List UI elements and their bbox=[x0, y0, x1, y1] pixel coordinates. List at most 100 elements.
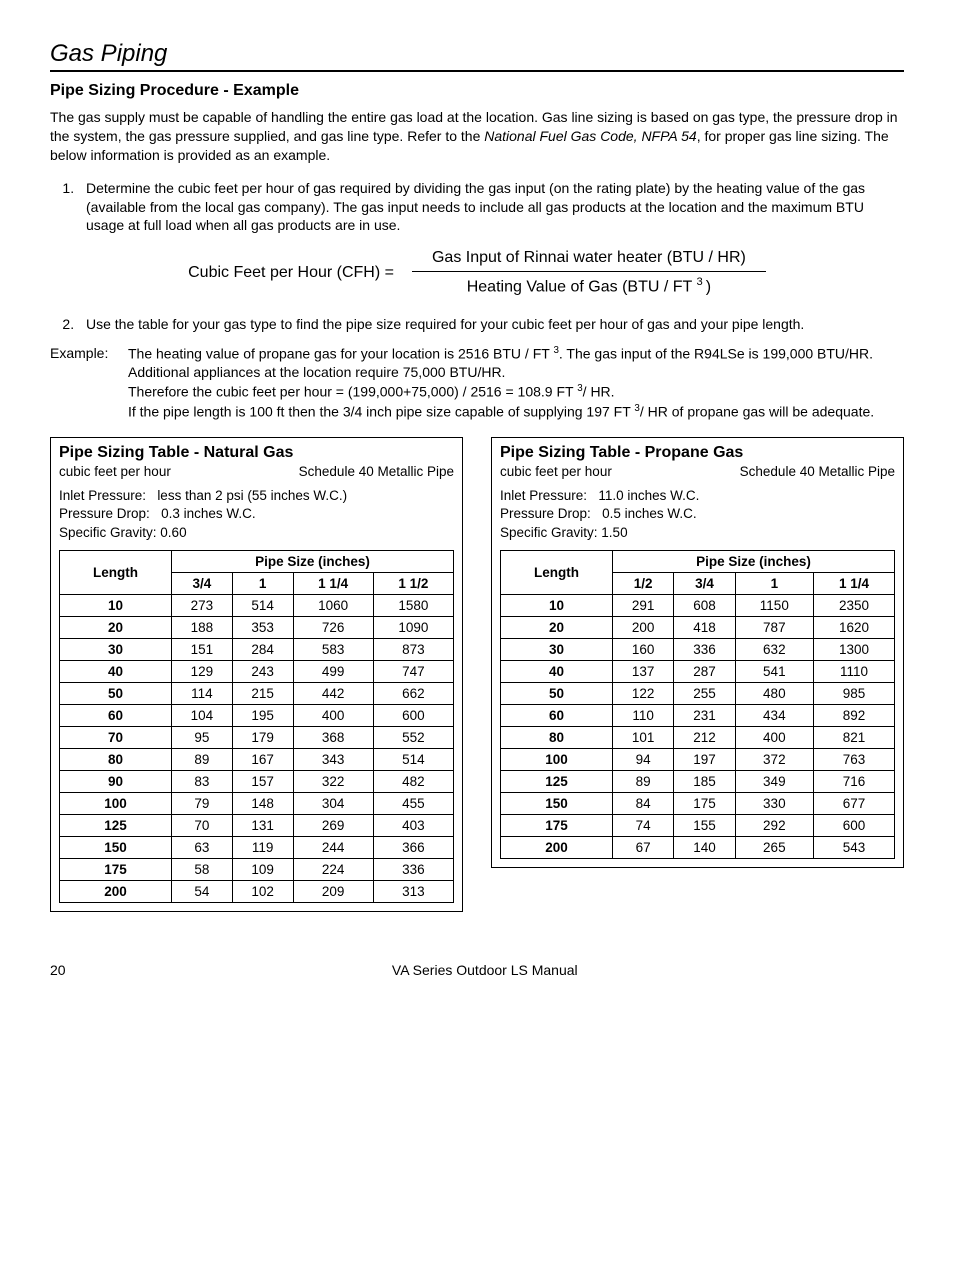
cell-value: 231 bbox=[674, 704, 735, 726]
table-row: 12589185349716 bbox=[501, 770, 895, 792]
cell-value: 541 bbox=[735, 660, 813, 682]
natural-drop-value: 0.3 inches W.C. bbox=[161, 506, 256, 521]
cell-value: 83 bbox=[172, 770, 233, 792]
cell-length: 125 bbox=[60, 814, 172, 836]
table-row: 50122255480985 bbox=[501, 682, 895, 704]
col-size: 1 1/4 bbox=[293, 572, 373, 594]
cell-value: 873 bbox=[373, 638, 453, 660]
cell-value: 122 bbox=[613, 682, 674, 704]
cell-value: 552 bbox=[373, 726, 453, 748]
propane-inlet-label: Inlet Pressure: bbox=[500, 488, 587, 503]
propane-sg-label: Specific Gravity: bbox=[500, 525, 598, 540]
cell-length: 125 bbox=[501, 770, 613, 792]
table-row: 201883537261090 bbox=[60, 616, 454, 638]
cell-value: 255 bbox=[674, 682, 735, 704]
cell-value: 215 bbox=[232, 682, 293, 704]
table-row: 7095179368552 bbox=[60, 726, 454, 748]
natural-table: LengthPipe Size (inches)3/411 1/41 1/210… bbox=[59, 550, 454, 903]
cell-value: 244 bbox=[293, 836, 373, 858]
cell-value: 63 bbox=[172, 836, 233, 858]
table-row: 1029160811502350 bbox=[501, 594, 895, 616]
cell-value: 726 bbox=[293, 616, 373, 638]
cell-value: 353 bbox=[232, 616, 293, 638]
cell-value: 179 bbox=[232, 726, 293, 748]
cell-value: 209 bbox=[293, 880, 373, 902]
cell-value: 1110 bbox=[813, 660, 894, 682]
cell-length: 10 bbox=[501, 594, 613, 616]
formula: Cubic Feet per Hour (CFH) = Gas Input of… bbox=[50, 249, 904, 296]
cell-value: 514 bbox=[373, 748, 453, 770]
cell-length: 175 bbox=[60, 858, 172, 880]
table-row: 15084175330677 bbox=[501, 792, 895, 814]
table-row: 30151284583873 bbox=[60, 638, 454, 660]
col-size: 1 bbox=[232, 572, 293, 594]
cell-value: 1580 bbox=[373, 594, 453, 616]
formula-denominator: Heating Value of Gas (BTU / FT 3 ) bbox=[412, 272, 766, 296]
cell-value: 330 bbox=[735, 792, 813, 814]
cell-value: 175 bbox=[674, 792, 735, 814]
cell-value: 188 bbox=[172, 616, 233, 638]
cell-value: 67 bbox=[613, 836, 674, 858]
table-row: 20067140265543 bbox=[501, 836, 895, 858]
cell-value: 632 bbox=[735, 638, 813, 660]
cell-value: 102 bbox=[232, 880, 293, 902]
propane-unit: cubic feet per hour bbox=[500, 464, 612, 479]
table-row: 401372875411110 bbox=[501, 660, 895, 682]
cell-value: 185 bbox=[674, 770, 735, 792]
intro-italic: National Fuel Gas Code, NFPA 54 bbox=[484, 128, 696, 144]
cell-length: 200 bbox=[60, 880, 172, 902]
cell-value: 400 bbox=[735, 726, 813, 748]
cell-value: 109 bbox=[232, 858, 293, 880]
formula-fraction: Gas Input of Rinnai water heater (BTU / … bbox=[412, 249, 766, 296]
natural-inlet-label: Inlet Pressure: bbox=[59, 488, 146, 503]
cell-length: 90 bbox=[60, 770, 172, 792]
table-row: 10079148304455 bbox=[60, 792, 454, 814]
cell-length: 200 bbox=[501, 836, 613, 858]
cell-value: 212 bbox=[674, 726, 735, 748]
table-row: 17558109224336 bbox=[60, 858, 454, 880]
cell-length: 40 bbox=[501, 660, 613, 682]
propane-sg-value: 1.50 bbox=[601, 525, 627, 540]
table-row: 1027351410601580 bbox=[60, 594, 454, 616]
step-1: Determine the cubic feet per hour of gas… bbox=[78, 179, 904, 236]
natural-inlet-value: less than 2 psi (55 inches W.C.) bbox=[157, 488, 347, 503]
cell-length: 80 bbox=[60, 748, 172, 770]
cell-value: 608 bbox=[674, 594, 735, 616]
natural-params: Inlet Pressure: less than 2 psi (55 inch… bbox=[59, 487, 454, 542]
cell-value: 129 bbox=[172, 660, 233, 682]
cell-value: 195 bbox=[232, 704, 293, 726]
table-row: 60104195400600 bbox=[60, 704, 454, 726]
cell-value: 418 bbox=[674, 616, 735, 638]
cell-value: 985 bbox=[813, 682, 894, 704]
table-row: 20054102209313 bbox=[60, 880, 454, 902]
cell-value: 442 bbox=[293, 682, 373, 704]
cell-value: 434 bbox=[735, 704, 813, 726]
cell-value: 84 bbox=[613, 792, 674, 814]
cell-value: 110 bbox=[613, 704, 674, 726]
table-row: 80101212400821 bbox=[501, 726, 895, 748]
cell-length: 60 bbox=[501, 704, 613, 726]
example-line1a: The heating value of propane gas for you… bbox=[128, 345, 553, 361]
step-2: Use the table for your gas type to find … bbox=[78, 315, 904, 334]
cell-value: 372 bbox=[735, 748, 813, 770]
natural-pipetype: Schedule 40 Metallic Pipe bbox=[299, 464, 454, 479]
example-line2b: / HR. bbox=[583, 384, 615, 400]
cell-value: 787 bbox=[735, 616, 813, 638]
cell-value: 368 bbox=[293, 726, 373, 748]
cell-length: 20 bbox=[60, 616, 172, 638]
col-pipesize: Pipe Size (inches) bbox=[172, 550, 454, 572]
cell-value: 70 bbox=[172, 814, 233, 836]
cell-value: 89 bbox=[613, 770, 674, 792]
cell-value: 1150 bbox=[735, 594, 813, 616]
cell-value: 313 bbox=[373, 880, 453, 902]
propane-inlet-value: 11.0 inches W.C. bbox=[598, 488, 699, 503]
cell-value: 54 bbox=[172, 880, 233, 902]
cell-value: 763 bbox=[813, 748, 894, 770]
cell-value: 89 bbox=[172, 748, 233, 770]
cell-length: 100 bbox=[60, 792, 172, 814]
natural-gas-block: Pipe Sizing Table - Natural Gas cubic fe… bbox=[50, 437, 463, 912]
cell-value: 197 bbox=[674, 748, 735, 770]
cell-value: 157 bbox=[232, 770, 293, 792]
cell-value: 137 bbox=[613, 660, 674, 682]
formula-numerator: Gas Input of Rinnai water heater (BTU / … bbox=[412, 249, 766, 272]
